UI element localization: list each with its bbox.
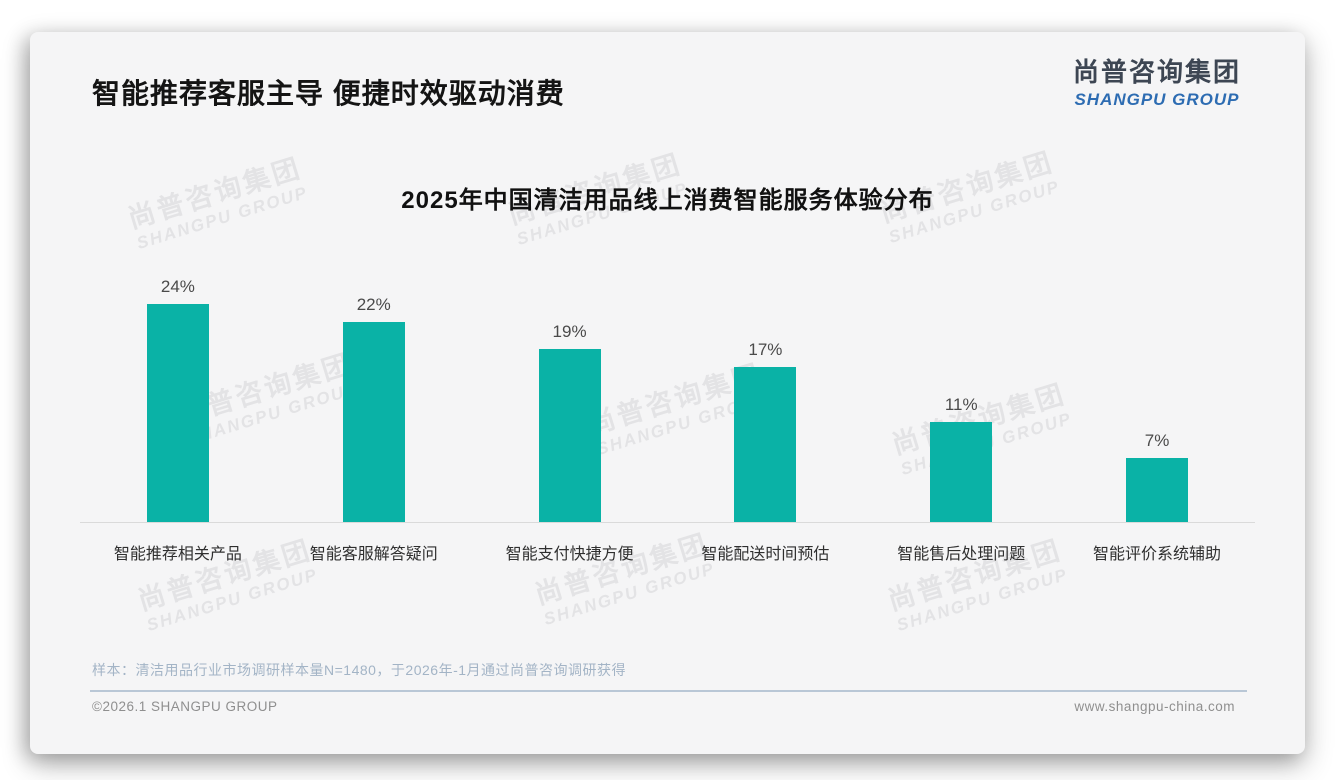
category-label: 智能客服解答疑问	[309, 546, 438, 563]
category-label: 智能配送时间预估	[701, 546, 830, 563]
bar-group: 11%	[863, 395, 1059, 522]
labels-row: 智能推荐相关产品 智能客服解答疑问 智能支付快捷方便 智能配送时间预估 智能售后处理问题…	[80, 523, 1255, 564]
shangpu-logo: 尚普咨询集团 SHANGPU GROUP	[1073, 52, 1241, 110]
bar	[538, 349, 601, 522]
bar-value-label: 19%	[552, 322, 587, 342]
slide-card: 尚普咨询集团 SHANGPU GROUP 尚普咨询集团 SHANGPU GROUP …	[30, 32, 1305, 754]
bars-row: 24% 22% 19% 17% 11% 7%	[80, 215, 1255, 523]
bar	[342, 321, 405, 522]
bar	[146, 303, 209, 522]
bar-value-label: 11%	[944, 394, 978, 414]
copyright-text: ©2026.1 SHANGPU GROUP	[92, 699, 278, 714]
category-label: 智能支付快捷方便	[505, 546, 634, 563]
bar-group: 17%	[667, 340, 863, 522]
logo-text-cn: 尚普咨询集团	[1072, 57, 1241, 87]
category-label: 智能评价系统辅助	[1093, 546, 1222, 563]
category-label: 智能推荐相关产品	[113, 546, 242, 563]
bar-value-label: 17%	[748, 340, 783, 360]
bar-chart: 2025年中国清洁用品线上消费智能服务体验分布 24% 22% 19% 17% 11% 7…	[30, 180, 1305, 564]
slide-content: 智能推荐客服主导 便捷时效驱动消费 尚普咨询集团 SHANGPU GROUP 2…	[30, 32, 1305, 754]
website-url: www.shangpu-china.com	[1074, 699, 1235, 714]
page-title: 智能推荐客服主导 便捷时效驱动消费	[92, 78, 565, 109]
bar	[1126, 458, 1189, 522]
logo-text-en: SHANGPU GROUP	[1074, 90, 1240, 109]
sample-note: 样本：清洁用品行业市场调研样本量N=1480，于2026年-1月通过尚普咨询调研…	[92, 662, 627, 678]
bar-group: 19%	[472, 322, 668, 522]
footer-divider	[90, 690, 1247, 692]
bar	[930, 421, 993, 522]
bar-value-label: 7%	[1144, 431, 1170, 451]
slide-footer: ©2026.1 SHANGPU GROUP www.shangpu-china.…	[30, 692, 1305, 714]
slide-header: 智能推荐客服主导 便捷时效驱动消费 尚普咨询集团 SHANGPU GROUP	[30, 32, 1305, 148]
bar-value-label: 22%	[356, 294, 391, 314]
bar-group: 24%	[80, 277, 276, 522]
bar-group: 22%	[276, 295, 472, 522]
chart-title: 2025年中国清洁用品线上消费智能服务体验分布	[401, 187, 934, 214]
bar	[734, 367, 797, 522]
bar-value-label: 24%	[160, 276, 195, 296]
bar-group: 7%	[1059, 431, 1255, 522]
category-label: 智能售后处理问题	[897, 546, 1026, 563]
